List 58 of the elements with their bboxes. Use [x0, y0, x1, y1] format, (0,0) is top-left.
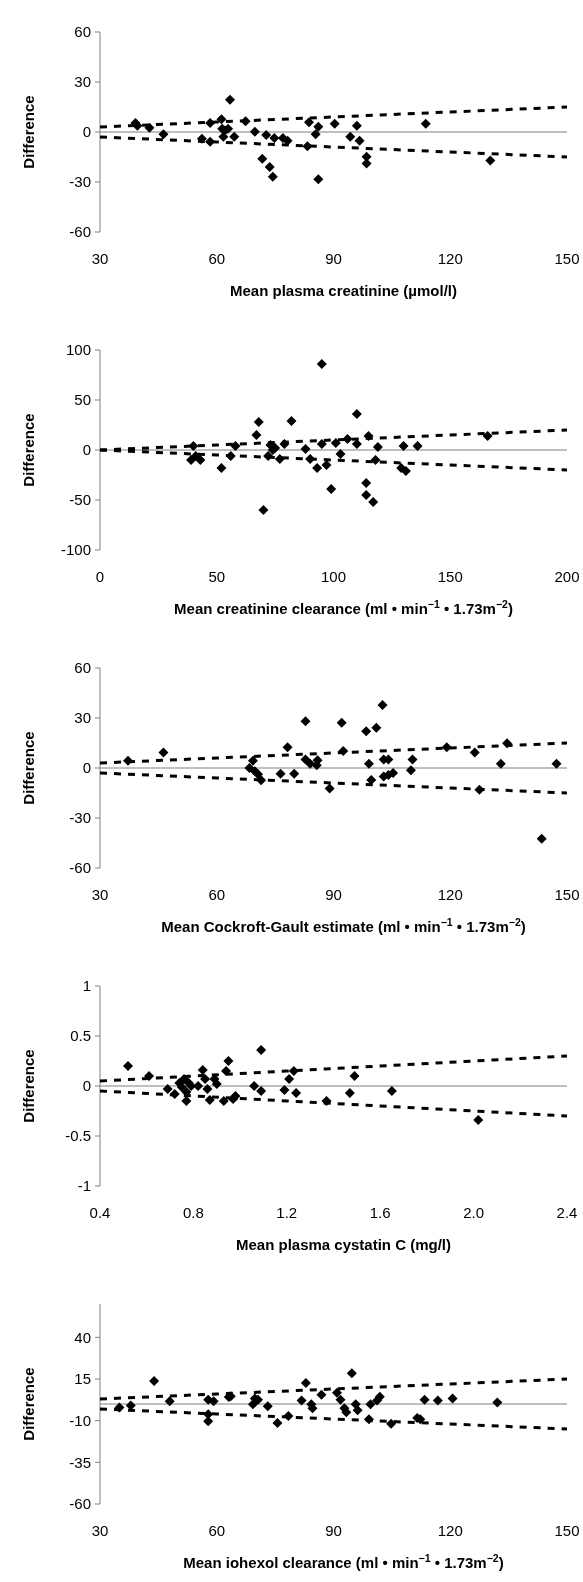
x-tick-label: 200: [554, 568, 580, 585]
y-tick-label: -30: [69, 173, 91, 191]
y-tick-label: 0: [82, 441, 91, 459]
y-tick-label: 100: [65, 341, 91, 359]
x-tick-label: 1.6: [369, 1204, 391, 1221]
x-tick-label: 50: [208, 568, 226, 585]
y-tick-label: -0.5: [65, 1127, 91, 1145]
x-tick-label: 2.4: [556, 1204, 578, 1221]
y-tick-label: 40: [74, 1328, 91, 1346]
y-tick-label: 60: [74, 23, 91, 41]
y-tick-label: 1: [82, 977, 91, 995]
y-tick-label: -1: [77, 1177, 91, 1195]
x-tick-label: 120: [437, 1522, 463, 1539]
x-tick-label: 120: [437, 886, 463, 903]
y-tick-label: 0.5: [70, 1027, 91, 1045]
x-tick-label: 90: [325, 886, 342, 903]
x-tick-label: 1.2: [276, 1204, 298, 1221]
x-axis-title: Mean creatinine clearance (ml • min$^{−1}$ • 1.73m$^{−2}$): [174, 598, 513, 617]
y-tick-label: 30: [74, 709, 91, 727]
y-tick-label: -60: [69, 859, 91, 877]
y-axis-title: Difference: [20, 1049, 37, 1123]
y-tick-label: 15: [74, 1370, 91, 1388]
x-tick-label: 120: [437, 250, 463, 267]
x-tick-label: 2.0: [463, 1204, 485, 1221]
x-tick-label: 60: [208, 886, 226, 903]
y-axis-title: Difference: [20, 731, 37, 805]
x-tick-label: 150: [554, 886, 580, 903]
y-tick-label: 0: [82, 123, 91, 141]
x-tick-label: 60: [208, 1522, 226, 1539]
y-axis-title: Difference: [20, 1367, 37, 1441]
y-tick-label: 0: [82, 1077, 91, 1095]
x-tick-label: 90: [325, 1522, 342, 1539]
x-axis-title: Mean plasma cystatin C (mg/l): [235, 1236, 452, 1253]
x-tick-label: 0.4: [89, 1204, 111, 1221]
y-tick-label: 50: [74, 391, 91, 409]
x-axis-title: Mean iohexol clearance (ml • min$^{−1}$ • 1.73m$^{−2}$): [183, 1552, 504, 1571]
y-axis-title: Difference: [20, 95, 37, 169]
x-tick-label: 0: [95, 568, 105, 585]
y-tick-label: -10: [69, 1411, 91, 1429]
x-tick-label: 150: [554, 250, 580, 267]
x-axis-title: Mean Cockroft-Gault estimate (ml • min$^{−1}$ • 1.73m$^{−2}$): [161, 916, 526, 935]
y-tick-label: -100: [60, 541, 91, 559]
y-tick-label: 0: [82, 759, 91, 777]
x-tick-label: 60: [208, 250, 226, 267]
y-tick-label: -60: [69, 1495, 91, 1513]
y-tick-label: -30: [69, 809, 91, 827]
x-tick-label: 90: [325, 250, 342, 267]
x-tick-label: 150: [554, 1522, 580, 1539]
y-axis-title: Difference: [20, 413, 37, 487]
y-tick-label: 30: [74, 73, 91, 91]
x-tick-label: 0.8: [182, 1204, 204, 1221]
x-axis-title: Mean plasma creatinine (µmol/l): [229, 282, 458, 299]
x-tick-label: 150: [437, 568, 463, 585]
y-tick-label: -50: [69, 491, 91, 509]
y-tick-label: 60: [74, 659, 91, 677]
y-tick-label: -60: [69, 223, 91, 241]
x-tick-label: 100: [320, 568, 347, 585]
y-tick-label: -35: [69, 1453, 91, 1471]
